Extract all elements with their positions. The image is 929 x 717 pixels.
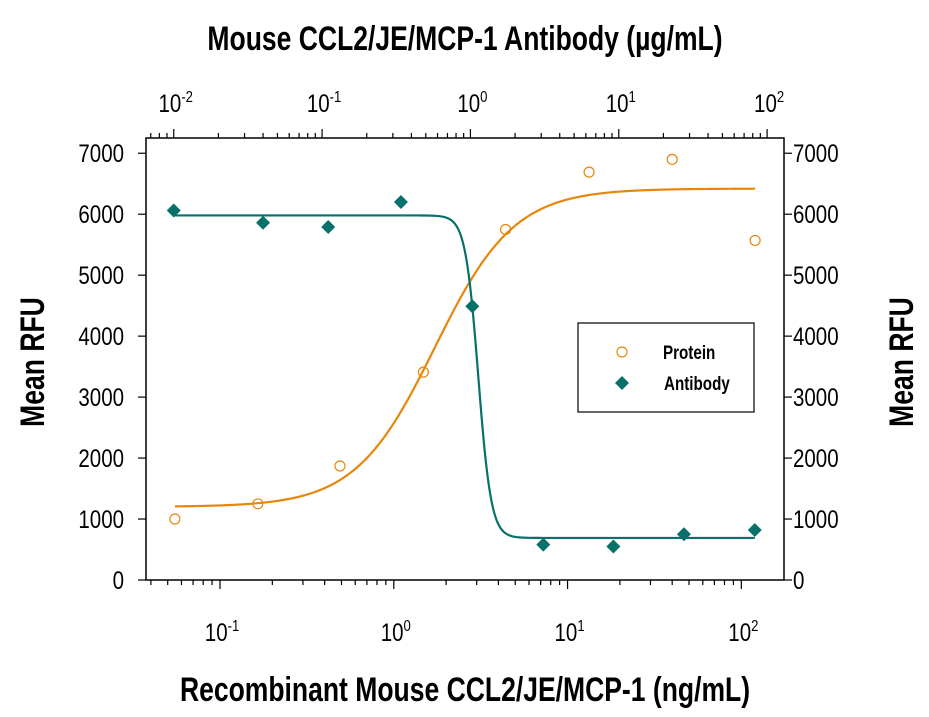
protein-data-point [666,153,678,165]
legend: Protein Antibody [577,322,755,413]
antibody-data-point [321,220,336,235]
bottom-tick-label: 101 [555,618,585,647]
antibody-data-point [747,523,762,538]
top-tick-label: 10-1 [307,89,341,118]
legend-antibody-marker [615,376,629,390]
protein-data-point [169,513,181,525]
y-axis-title-right: Mean RFU [883,297,921,427]
antibody-fit-curve [173,214,755,540]
right-y-tick-label: 1000 [793,505,839,533]
y-axis-title-right-text: Mean RFU [883,297,921,427]
left-y-tick-label: 3000 [78,383,124,411]
antibody-data-point [393,195,408,210]
right-y-tick-label-text: 7000 [793,139,839,167]
axes: 10-1 100 101 102 10-2 10-1 100 101 102 0 0 1000 1000… [78,89,838,647]
bottom-tick-label-text: 101 [555,618,585,647]
bottom-tick-label: 102 [728,618,758,647]
antibody-data-point [606,539,621,554]
left-y-tick-label-text: 7000 [78,139,124,167]
top-tick-label: 101 [606,89,636,118]
top-tick-label-text: 10-2 [159,89,193,118]
protein-data-point [583,166,595,178]
right-y-tick-label-text: 1000 [793,505,839,533]
left-y-tick-label-text: 3000 [78,383,124,411]
antibody-data-point [676,527,691,542]
left-y-tick-label: 5000 [78,261,124,289]
left-y-tick-label-text: 6000 [78,200,124,228]
x-axis-title-text: Recombinant Mouse CCL2/JE/MCP-1 (ng/mL) [180,671,750,709]
left-y-tick-label-text: 0 [113,566,124,594]
antibody-data-point [256,215,271,230]
legend-box [577,322,755,413]
top-tick-label-text: 100 [457,89,487,118]
antibody-data-point [536,537,551,552]
top-tick-label: 10-2 [159,89,193,118]
right-y-tick-label: 4000 [793,322,839,350]
right-y-tick-label: 6000 [793,200,839,228]
left-y-tick-label: 6000 [78,200,124,228]
right-y-tick-label-text: 4000 [793,322,839,350]
left-y-tick-label: 0 [113,566,124,594]
left-y-tick-label: 1000 [78,505,124,533]
left-y-tick-label: 7000 [78,139,124,167]
top-tick-label-text: 101 [606,89,636,118]
right-y-tick-label-text: 5000 [793,261,839,289]
legend-protein-marker [616,346,628,358]
top-tick-label: 102 [754,89,784,118]
right-y-tick-label: 7000 [793,139,839,167]
y-axis-title-left-text: Mean RFU [14,297,52,427]
y-axis-title-left: Mean RFU [14,297,52,427]
protein-data-point [500,223,512,236]
antibody-data-point [166,203,181,218]
protein-data-point [749,234,761,247]
right-y-tick-label: 3000 [793,383,839,411]
right-y-tick-label-text: 0 [793,566,804,594]
left-y-tick-label-text: 4000 [78,322,124,350]
left-y-tick-label: 4000 [78,322,124,350]
top-axis-title-text: Mouse CCL2/JE/MCP-1 Antibody (µg/mL) [207,20,722,58]
left-y-tick-label-text: 2000 [78,444,124,472]
left-y-tick-label: 2000 [78,444,124,472]
data-points [166,153,762,554]
bottom-tick-label: 10-1 [205,618,239,647]
fit-curves [173,187,756,540]
bottom-tick-label: 100 [381,618,411,647]
right-y-tick-label-text: 2000 [793,444,839,472]
left-y-tick-label-text: 5000 [78,261,124,289]
protein-data-point [334,460,346,472]
protein-data-point [417,366,429,378]
x-axis-title: Recombinant Mouse CCL2/JE/MCP-1 (ng/mL) [180,671,750,709]
bottom-tick-label-text: 102 [728,618,758,647]
top-tick-label: 100 [457,89,487,118]
bottom-tick-label-text: 100 [381,618,411,647]
top-tick-label-text: 102 [754,89,784,118]
legend-antibody-label: Antibody [664,372,730,394]
plot-frame [145,137,785,581]
bottom-tick-label-text: 10-1 [205,618,239,647]
top-axis-title: Mouse CCL2/JE/MCP-1 Antibody (µg/mL) [207,20,722,58]
antibody-data-point [465,299,480,314]
protein-data-point [252,498,264,510]
right-y-tick-label-text: 3000 [793,383,839,411]
right-y-tick-label: 5000 [793,261,839,289]
right-y-tick-label-text: 6000 [793,200,839,228]
left-y-tick-label-text: 1000 [78,505,124,533]
right-y-tick-label: 0 [793,566,804,594]
legend-protein-label: Protein [663,341,715,363]
protein-fit-curve [174,187,756,508]
top-tick-label-text: 10-1 [307,89,341,118]
right-y-tick-label: 2000 [793,444,839,472]
